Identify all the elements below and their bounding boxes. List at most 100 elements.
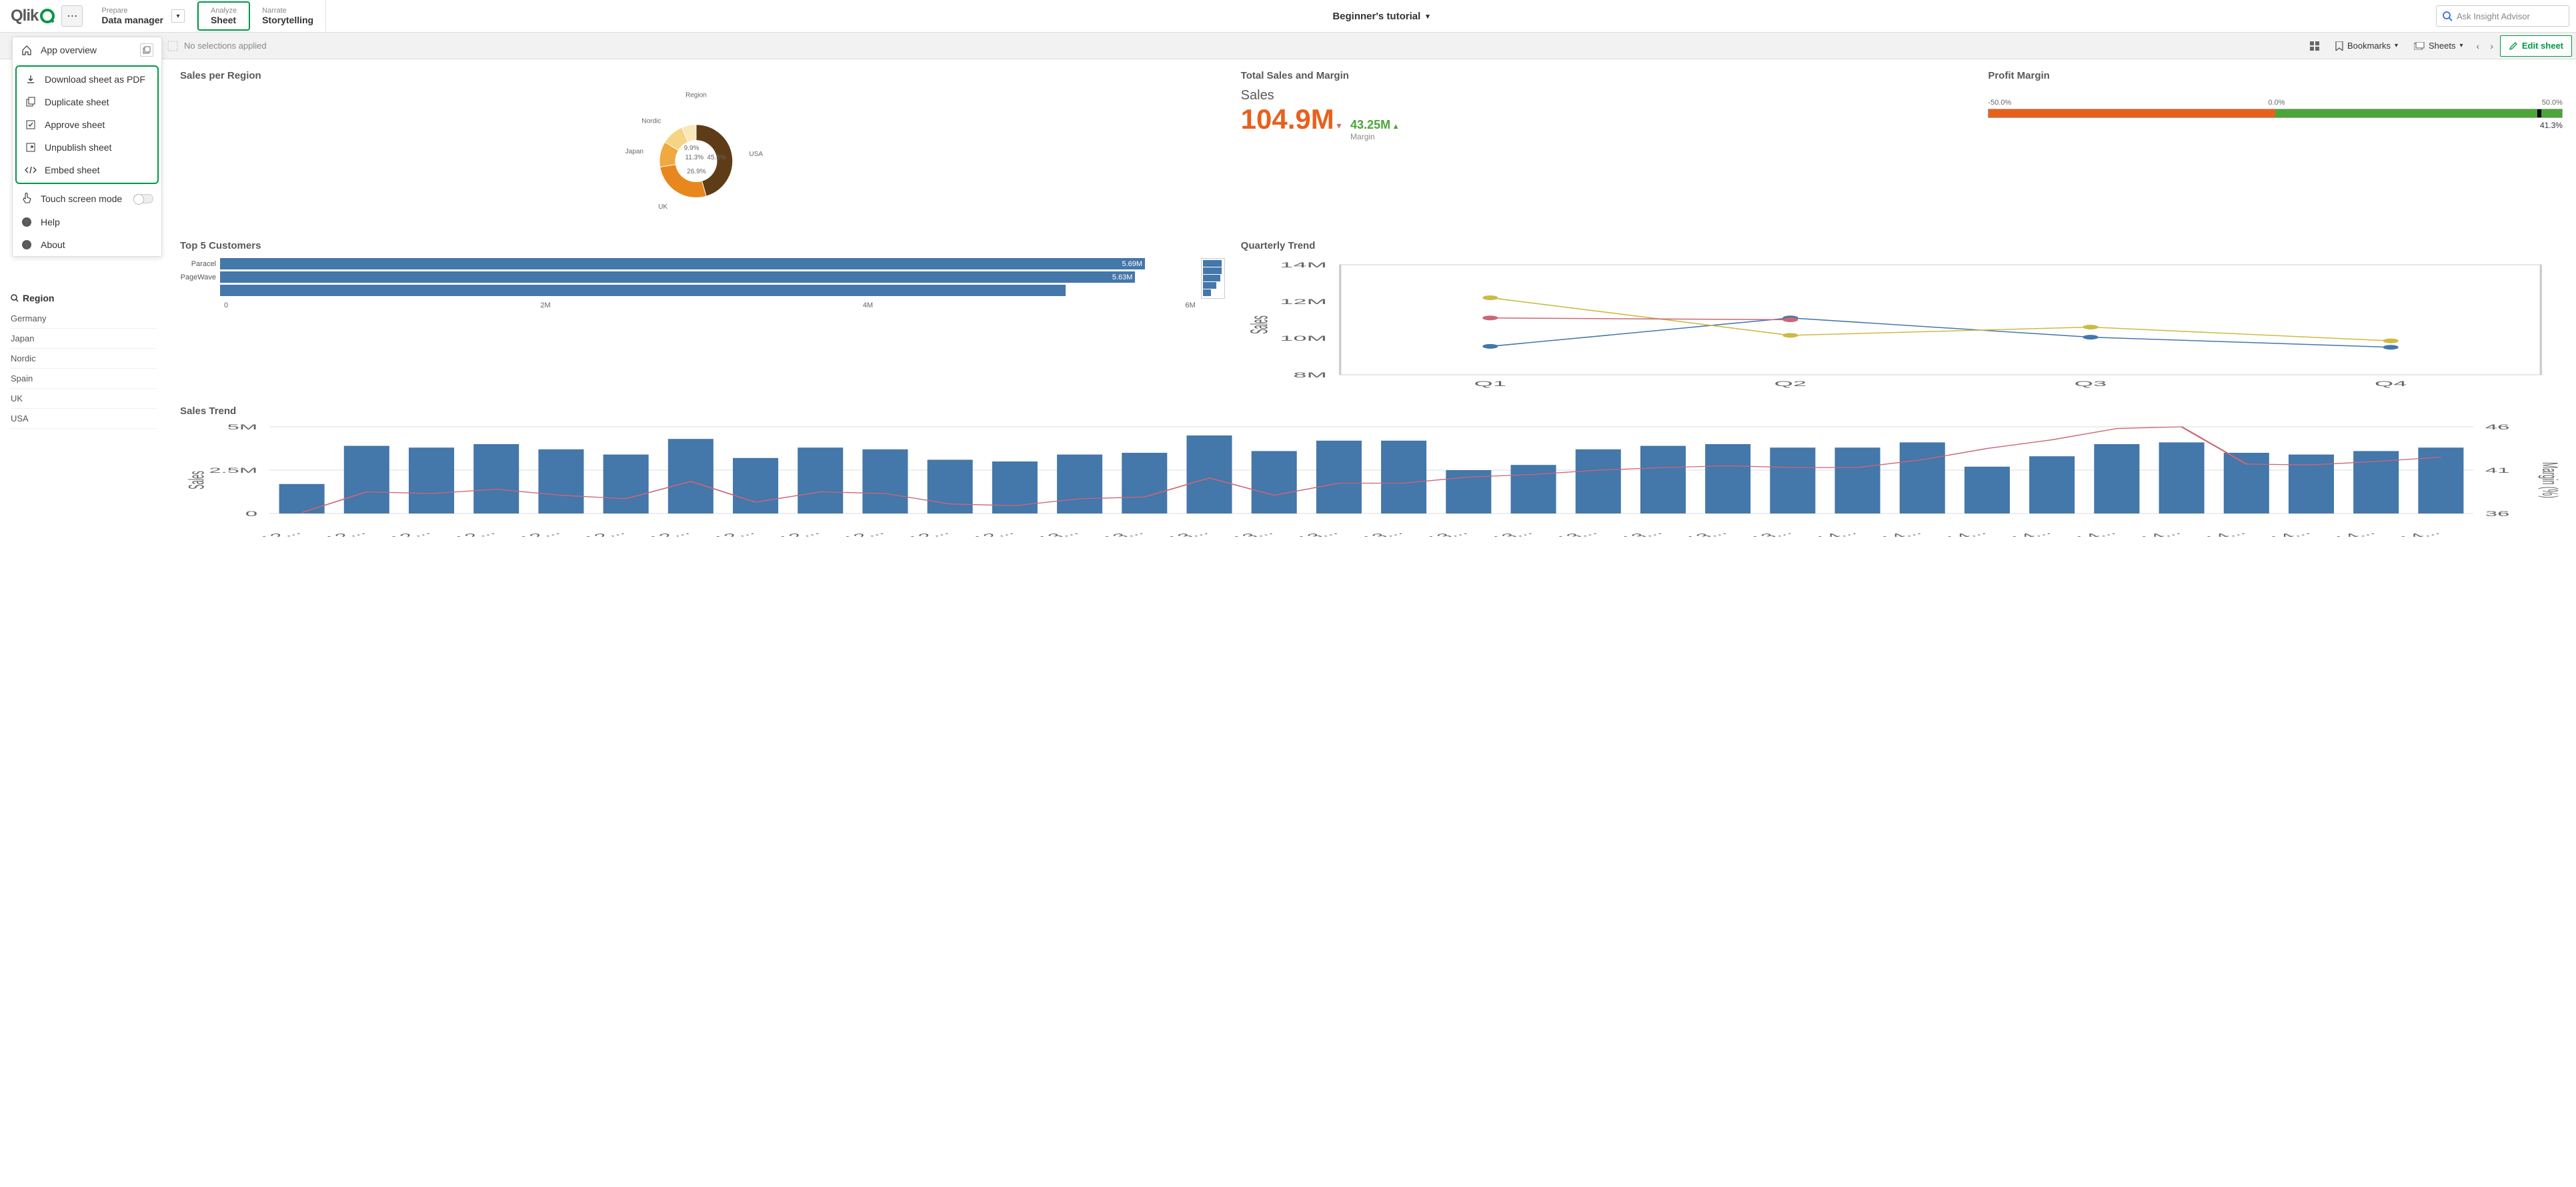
menu-label: Download sheet as PDF <box>45 74 145 85</box>
svg-text:2.5M: 2.5M <box>209 467 257 475</box>
logo-icon <box>40 9 55 23</box>
svg-text:14M: 14M <box>1280 261 1327 269</box>
svg-text:10M: 10M <box>1280 334 1327 342</box>
nav-tab-storytelling[interactable]: NarrateStorytelling <box>250 0 326 32</box>
help-icon: ? <box>21 217 33 227</box>
panel-top5-customers[interactable]: Top 5 Customers Paracel5.69M PageWave5.63… <box>180 240 1225 393</box>
download-icon <box>25 74 37 85</box>
nav-tab-sheet[interactable]: AnalyzeSheet <box>197 1 250 31</box>
filter-item[interactable]: Germany <box>11 309 156 329</box>
filter-item[interactable]: USA <box>11 409 156 429</box>
menu-app-overview[interactable]: App overview <box>13 37 161 63</box>
svg-text:2014...: 2014... <box>1987 528 2055 537</box>
svg-text:Q1: Q1 <box>1474 379 1506 387</box>
nav-super: Analyze <box>211 7 237 15</box>
menu-label: Embed sheet <box>45 165 100 175</box>
qlik-logo[interactable]: Qlik <box>0 7 61 25</box>
svg-text:2013...: 2013... <box>1533 528 1602 537</box>
sheet-context-menu: App overview Download sheet as PDF Dupli… <box>12 37 162 257</box>
menu-label: Approve sheet <box>45 119 105 130</box>
svg-text:2014...: 2014... <box>1792 528 1860 537</box>
svg-text:2013...: 2013... <box>1014 528 1083 537</box>
svg-text:2012...: 2012... <box>950 528 1018 537</box>
svg-text:?: ? <box>25 219 29 227</box>
panel-profit-margin[interactable]: Profit Margin -50.0%0.0%50.0% 41.3% <box>1988 70 2563 228</box>
app-title-dropdown[interactable]: Beginner's tutorial ▾ <box>326 11 2436 22</box>
svg-text:0: 0 <box>245 510 257 518</box>
panel-sales-trend[interactable]: Sales Trend 02.5M5M3641462012...2012...2… <box>180 405 2563 539</box>
filter-item[interactable]: Spain <box>11 369 156 389</box>
svg-text:2012...: 2012... <box>366 528 435 537</box>
trend-up-icon: ▴ <box>1394 121 1398 131</box>
svg-text:36: 36 <box>2485 510 2509 518</box>
menu-about[interactable]: i About <box>13 233 161 256</box>
edit-sheet-button[interactable]: Edit sheet <box>2500 35 2572 57</box>
svg-text:41: 41 <box>2485 467 2509 475</box>
panel-sales-per-region[interactable]: Sales per Region RegionUSAUKJapanNordic9… <box>180 70 1225 228</box>
nav-super: Prepare <box>101 7 163 15</box>
info-icon: i <box>21 239 33 250</box>
bar-row: Paracel5.69M <box>180 258 1196 269</box>
menu-download-pdf[interactable]: Download sheet as PDF <box>17 68 157 91</box>
menu-duplicate-sheet[interactable]: Duplicate sheet <box>17 91 157 113</box>
nav-super: Narrate <box>262 7 313 15</box>
bar-row: PageWave5.63M <box>180 271 1196 283</box>
kpi-margin-label: Margin <box>1350 132 1398 141</box>
sheets-button[interactable]: Sheets ▾ <box>2407 35 2470 57</box>
chevron-down-icon[interactable]: ▾ <box>171 9 185 23</box>
search-icon <box>11 294 19 302</box>
no-selections-text: No selections applied <box>184 41 267 51</box>
svg-text:2014...: 2014... <box>2116 528 2185 537</box>
duplicate-icon <box>25 97 37 107</box>
menu-unpublish-sheet[interactable]: Unpublish sheet <box>17 136 157 159</box>
top5-minimap <box>1201 258 1225 299</box>
chevron-down-icon: ▾ <box>2395 42 2398 49</box>
panel-title: Top 5 Customers <box>180 240 1225 251</box>
panel-total-sales[interactable]: Total Sales and Margin Sales 104.9M ▾ 43… <box>1241 70 1973 228</box>
filter-title[interactable]: Region <box>11 293 156 303</box>
sheets-icon <box>2414 42 2425 50</box>
svg-text:Q2: Q2 <box>1774 379 1806 387</box>
menu-help[interactable]: ? Help <box>13 211 161 233</box>
svg-text:2013...: 2013... <box>1209 528 1278 537</box>
svg-text:2013...: 2013... <box>1274 528 1342 537</box>
panel-quarterly-trend[interactable]: Quarterly Trend 8M10M12M14MQ1Q2Q3Q4Sales <box>1241 240 2563 393</box>
svg-text:2012...: 2012... <box>236 528 305 537</box>
home-icon <box>21 45 33 55</box>
svg-text:Q3: Q3 <box>2074 379 2106 387</box>
menu-approve-sheet[interactable]: Approve sheet <box>17 113 157 136</box>
bookmark-icon <box>2335 41 2343 51</box>
next-sheet-button[interactable]: › <box>2486 35 2497 57</box>
filter-item[interactable]: Japan <box>11 329 156 349</box>
svg-text:2013...: 2013... <box>1079 528 1148 537</box>
donut-chart: RegionUSAUKJapanNordic9.9%11.3%26.9%45.5… <box>595 88 809 228</box>
unpublish-icon <box>25 142 37 153</box>
kpi-sales-value: 104.9M <box>1241 103 1334 135</box>
svg-text:2014...: 2014... <box>2181 528 2250 537</box>
prev-sheet-button[interactable]: ‹ <box>2473 35 2484 57</box>
bookmarks-button[interactable]: Bookmarks ▾ <box>2329 35 2405 57</box>
filter-item[interactable]: UK <box>11 389 156 409</box>
menu-touch-mode[interactable]: Touch screen mode <box>13 187 161 211</box>
bar-row <box>180 285 1196 296</box>
touch-toggle[interactable] <box>133 194 153 203</box>
kpi-margin-value: 43.25M ▴ <box>1350 118 1398 131</box>
edit-sheet-label: Edit sheet <box>2522 41 2563 51</box>
svg-text:26.9%: 26.9% <box>688 168 707 175</box>
svg-text:2012...: 2012... <box>755 528 824 537</box>
grid-view-button[interactable] <box>2303 35 2326 57</box>
chevron-down-icon: ▾ <box>1426 12 1430 21</box>
menu-embed-sheet[interactable]: Embed sheet <box>17 159 157 181</box>
menu-label: Help <box>41 217 60 227</box>
svg-text:2014...: 2014... <box>1922 528 1991 537</box>
insight-search-input[interactable]: Ask Insight Advisor <box>2436 5 2569 27</box>
grid-icon <box>2310 41 2319 51</box>
sales-trend-combo-chart: 02.5M5M3641462012...2012...2012...2012..… <box>180 423 2563 537</box>
kpi-label: Sales <box>1241 88 1973 103</box>
global-menu-button[interactable]: ⋯ <box>61 5 83 27</box>
svg-text:2013...: 2013... <box>1727 528 1796 537</box>
nav-tab-data-manager[interactable]: PrepareData manager ▾ <box>89 0 197 32</box>
nav-main: Data manager <box>101 15 163 25</box>
search-placeholder: Ask Insight Advisor <box>2457 11 2530 21</box>
filter-item[interactable]: Nordic <box>11 349 156 369</box>
